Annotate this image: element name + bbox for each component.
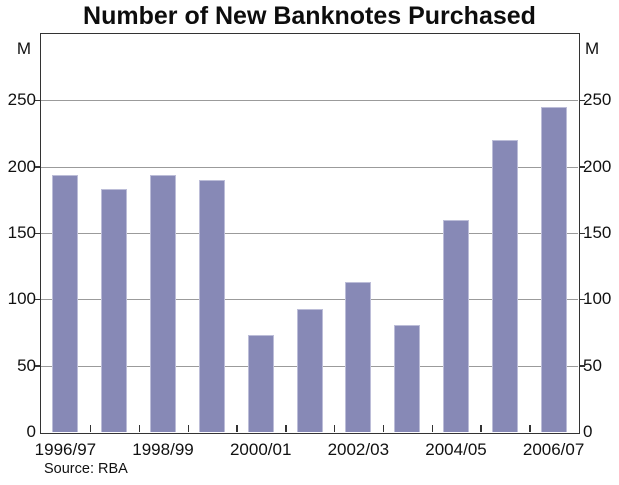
x-axis-tick [333,425,336,432]
y-axis-label-left-50: 50 [17,355,36,375]
bar-1999/00 [198,179,225,432]
x-axis-tick [382,425,385,432]
x-axis-tick [187,425,189,432]
y-axis-tick-right [579,365,585,367]
bar-2004/05 [443,219,469,432]
bar-1998/99 [150,174,176,432]
bar-2006/07 [540,107,567,432]
y-axis-label-right-200: 200 [583,156,612,176]
y-axis-label-left-100: 100 [7,289,36,309]
y-axis-tick-left [34,99,40,102]
y-axis-label-right-150: 150 [583,223,612,242]
y-axis-label-right-100: 100 [583,289,612,309]
x-axis-tick [236,425,238,432]
gridline-250 [41,100,578,102]
gridline-100 [41,299,578,301]
y-axis-unit-left: M [16,39,31,58]
gridline-200 [41,166,578,168]
y-axis-label-right-50: 50 [583,355,602,375]
bar-2000/01 [247,335,274,432]
y-axis-tick-left [34,166,40,168]
bar-1996/97 [52,174,79,432]
source-note: Source: RBA [44,461,128,477]
y-axis-label-right-250: 250 [583,90,612,110]
x-axis-label-1998/99: 1998/99 [132,440,194,459]
bar-1997/98 [101,189,128,432]
x-axis-label-2006/07: 2006/07 [522,440,585,459]
x-axis-label-2002/03: 2002/03 [327,440,390,459]
y-axis-tick-right [579,166,585,168]
y-axis-tick-right [579,99,585,102]
x-axis-tick [529,425,531,432]
y-axis-label-right-0: 0 [583,422,593,441]
y-axis-tick-left [34,232,40,234]
x-axis-label-2004/05: 2004/05 [425,440,487,459]
bar-2003/04 [394,324,421,432]
y-axis-tick-left [34,365,40,367]
y-axis-unit-right: M [585,39,600,58]
x-axis-tick [89,425,92,432]
chart-title: Number of New Banknotes Purchased [83,2,536,30]
bar-2002/03 [345,282,372,432]
x-axis-tick [138,425,141,432]
gridline-150 [41,233,578,234]
y-axis-tick-left [34,298,40,301]
y-axis-label-left-150: 150 [7,223,36,242]
x-axis-label-2000/01: 2000/01 [229,440,292,459]
plot-area [39,32,580,434]
x-axis-tick [480,425,482,432]
bar-2001/02 [296,308,323,432]
x-axis-tick [285,425,287,432]
y-axis-label-left-250: 250 [7,90,36,110]
y-axis-label-left-0: 0 [26,422,36,441]
y-axis-tick-right [579,232,585,234]
x-axis-tick [431,425,433,432]
bar-2005/06 [491,140,518,432]
x-axis-label-1996/97: 1996/97 [34,440,97,459]
y-axis-label-left-200: 200 [7,156,36,176]
y-axis-tick-right [579,298,585,301]
